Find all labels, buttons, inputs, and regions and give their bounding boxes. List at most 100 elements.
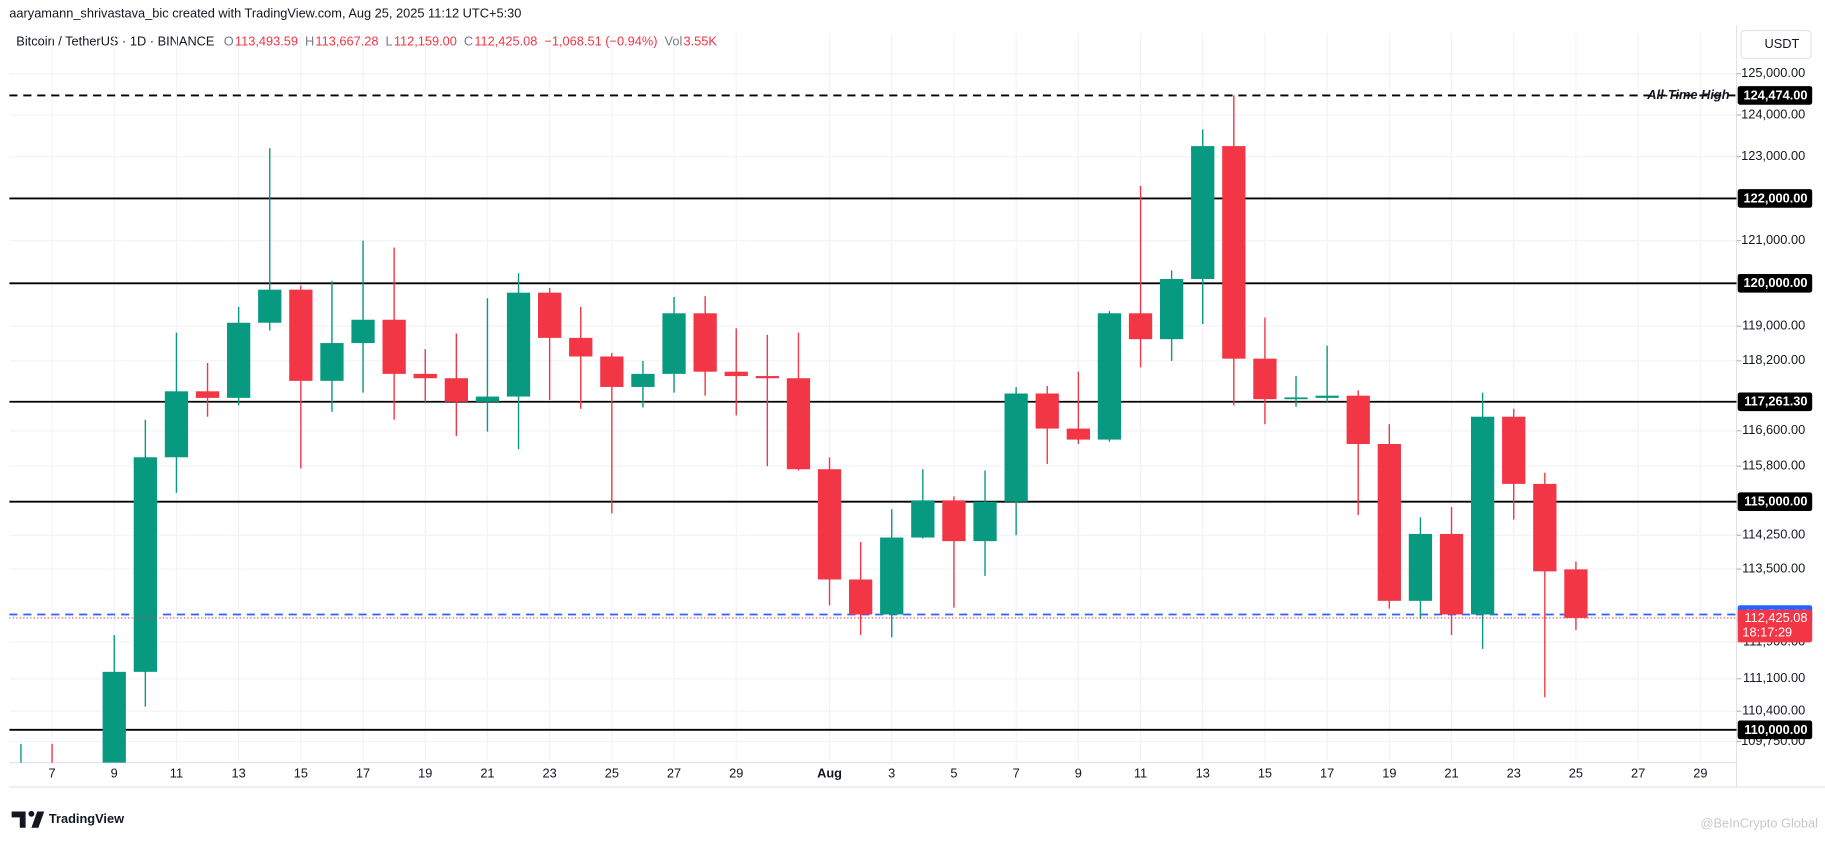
candle-body — [973, 501, 997, 542]
candle-body — [1439, 533, 1464, 615]
candle-body — [320, 343, 344, 381]
x-tick-label: 5 — [950, 766, 957, 781]
legend-item: 112,425.08 — [474, 34, 537, 49]
level-label: 120,000.00 — [1743, 275, 1807, 290]
candle-body — [1346, 395, 1370, 445]
x-tick-label: 13 — [1196, 766, 1210, 781]
candle-body — [724, 371, 748, 377]
candle-body — [600, 356, 624, 387]
candle-body — [631, 373, 655, 387]
candle-body — [662, 313, 686, 374]
y-tick-label: 115,800.00 — [1742, 457, 1805, 472]
y-tick-label: 125,000.00 — [1741, 65, 1805, 80]
candle-body — [164, 391, 189, 458]
level-label-box — [1737, 273, 1813, 293]
candle-body — [848, 579, 873, 615]
legend-item: L — [386, 34, 393, 49]
legend-item: 113,667.28 — [315, 34, 378, 49]
candle-body — [1408, 533, 1433, 601]
y-tick-label: 118,200.00 — [1742, 352, 1805, 367]
candle-body — [1035, 393, 1059, 429]
x-tick-label: 15 — [1258, 766, 1272, 781]
candle-body — [942, 500, 966, 542]
candle-body — [506, 292, 531, 397]
legend-item: 3.55K — [683, 34, 717, 49]
candle-body — [351, 319, 375, 344]
y-tick-label: 110,400.00 — [1742, 703, 1805, 718]
candle-body — [1533, 483, 1557, 572]
candle-body — [133, 457, 157, 672]
logo — [11, 810, 45, 828]
attribution: aaryamann_shrivastava_bic created with T… — [9, 6, 521, 21]
x-tick-label: 21 — [1444, 766, 1458, 781]
candle-body — [538, 292, 562, 338]
candle-body — [1564, 569, 1588, 618]
y-tick-label: 124,000.00 — [1741, 106, 1805, 121]
candle-body — [289, 289, 313, 381]
x-tick-label: 9 — [111, 766, 118, 781]
legend-item: −1,068.51 (−0.94%) — [544, 34, 657, 49]
legend-item: O — [224, 34, 234, 49]
level-label: 122,000.00 — [1743, 190, 1807, 205]
x-tick-label: 19 — [1382, 766, 1396, 781]
branding: TradingView — [49, 811, 124, 826]
currency-box — [1740, 29, 1812, 60]
candle-body — [382, 319, 406, 374]
last-price-box — [1737, 609, 1813, 643]
candle-body — [1377, 444, 1401, 601]
candle-body — [475, 396, 500, 402]
candle-body — [1097, 313, 1122, 440]
candle-body — [693, 313, 717, 372]
level-label: 117,261.30 — [1744, 394, 1807, 409]
candle-body — [444, 378, 468, 402]
level-label-box — [1737, 189, 1813, 208]
legend-item: H — [305, 34, 314, 49]
watermark: @BeInCrypto Global — [1700, 816, 1818, 831]
candle-body — [1470, 416, 1495, 615]
symbol: Bitcoin / TetherUS · 1D · BINANCE — [16, 34, 214, 49]
candle-body — [1502, 416, 1526, 484]
candle-body — [413, 373, 437, 379]
candle-body — [755, 376, 779, 379]
level-label-box — [1737, 720, 1813, 740]
legend-item: Vol — [665, 34, 683, 49]
candle-body — [1128, 313, 1153, 340]
candle-body — [195, 391, 220, 398]
x-tick-label: 11 — [1134, 766, 1147, 781]
candle-body — [1284, 397, 1308, 400]
y-tick-label: 119,000.00 — [1742, 318, 1805, 333]
x-tick-label: 7 — [48, 766, 55, 781]
candle-body — [1315, 395, 1339, 398]
level-label: 124,474.00 — [1743, 87, 1807, 102]
x-tick-label: 15 — [294, 766, 308, 781]
y-tick-label: 114,250.00 — [1742, 527, 1805, 542]
x-tick-label: Aug — [817, 766, 842, 781]
level-label-box — [1737, 86, 1813, 105]
level-label-box — [1737, 492, 1813, 512]
candle-body — [1222, 146, 1246, 359]
x-tick-label: 25 — [605, 766, 619, 781]
candle-body — [1066, 428, 1090, 440]
y-tick-label: 111,100.00 — [1743, 670, 1805, 685]
x-tick-label: 27 — [1631, 766, 1645, 781]
legend-item: 113,493.59 — [235, 34, 298, 49]
candle-body — [227, 322, 251, 398]
x-tick-label: 17 — [1320, 766, 1334, 781]
x-tick-label: 17 — [356, 766, 370, 781]
candle-body — [880, 537, 904, 615]
y-tick-label: 121,000.00 — [1741, 232, 1805, 247]
candle-body — [569, 337, 593, 357]
candle-body — [786, 378, 811, 470]
currency: USDT — [1764, 36, 1799, 51]
x-tick-label: 13 — [232, 766, 246, 781]
x-tick-label: 21 — [480, 766, 494, 781]
candle-body — [817, 469, 842, 580]
plot — [9, 32, 1737, 763]
candle-body — [911, 500, 935, 538]
x-tick-label: 25 — [1569, 766, 1583, 781]
x-tick-label: 23 — [543, 766, 557, 781]
y-tick-label: 123,000.00 — [1741, 148, 1805, 163]
candle-body — [258, 289, 282, 323]
candle-body — [1253, 358, 1277, 400]
